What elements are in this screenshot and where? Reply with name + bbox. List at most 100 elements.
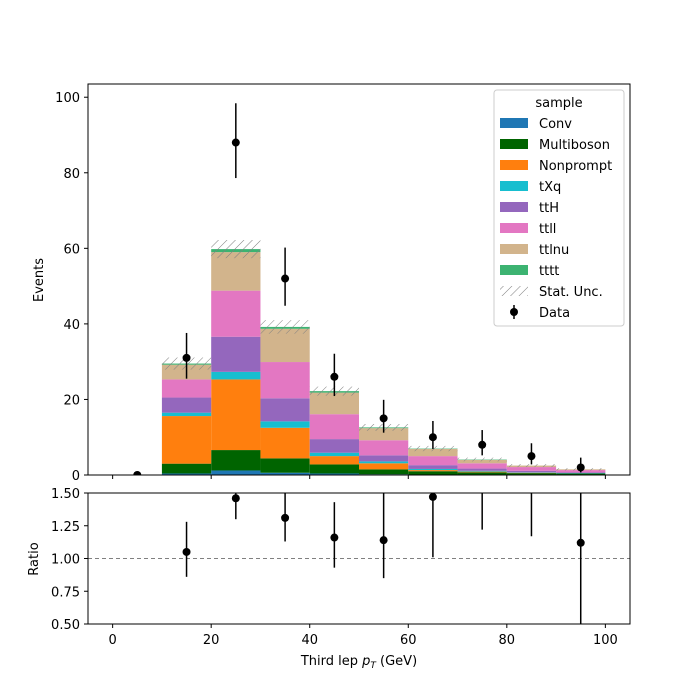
y-tick-label: 0	[72, 469, 80, 484]
bar-tth-bin-4	[309, 439, 359, 453]
bar-multiboson-bin-9	[556, 473, 606, 475]
bar-multiboson-bin-6	[408, 471, 458, 475]
y-tick-label: 40	[63, 318, 80, 333]
bar-tth-bin-3	[260, 398, 310, 422]
data-point-4	[330, 372, 339, 381]
y-tick-label: 100	[55, 91, 80, 106]
legend-label-tttt: tttt	[539, 264, 559, 279]
data-point-5	[379, 414, 388, 423]
bar-ttll-bin-5	[359, 440, 409, 456]
ratio-y-tick-label: 0.75	[51, 585, 80, 600]
bar-nonprompt-bin-1	[161, 416, 212, 464]
bar-txq-bin-5	[359, 461, 409, 464]
bar-nonprompt-bin-2	[211, 379, 261, 451]
x-tick-label: 0	[108, 633, 116, 648]
bar-nonprompt-bin-5	[359, 463, 409, 470]
data-point-2	[231, 138, 240, 147]
data-point-9	[576, 463, 585, 472]
bar-nonprompt-bin-3	[260, 427, 310, 459]
legend-swatch-stat-unc	[500, 286, 528, 296]
data-point-7	[478, 440, 487, 449]
ratio-point-5	[428, 493, 437, 501]
bar-ttlnu-bin-3	[260, 328, 310, 363]
data-point-6	[428, 433, 437, 442]
bar-txq-bin-1	[161, 412, 212, 417]
stacked-histogram	[161, 249, 606, 475]
bar-tth-bin-6	[408, 465, 458, 469]
bar-ttll-bin-4	[309, 414, 359, 440]
ratio-point-1	[231, 494, 240, 503]
bar-ttll-bin-2	[211, 290, 261, 337]
x-tick-label: 100	[593, 633, 618, 648]
legend-swatch-tttt	[500, 265, 528, 275]
ratio-panel: 0.500.751.001.251.50 0 20 40 60 80 100 Ratio …	[27, 424, 631, 671]
ratio-plot-frame	[87, 492, 631, 625]
bar-nonprompt-bin-4	[309, 456, 359, 465]
ratio-y-ticks: 0.50 0.75 1.00 1.25 1.50	[51, 487, 88, 633]
bar-tth-bin-9	[556, 472, 606, 474]
bar-ttlnu-bin-7	[457, 459, 507, 464]
legend-label-txq: tXq	[539, 180, 561, 195]
x-tick-label: 60	[400, 633, 417, 648]
legend-swatch-tth	[500, 202, 528, 212]
legend-label-ttll: ttll	[539, 222, 556, 237]
ratio-point-3	[330, 533, 339, 542]
bar-txq-bin-2	[211, 371, 261, 380]
legend: sample Conv Multiboson Nonprompt tXq ttH ttll…	[493, 89, 625, 327]
ratio-y-tick-label: 1.50	[51, 487, 80, 502]
bar-txq-bin-6	[408, 468, 458, 471]
data-point-3	[281, 274, 290, 283]
bar-multiboson-bin-2	[211, 450, 261, 471]
bar-ttll-bin-3	[260, 362, 310, 399]
legend-swatch-data	[510, 308, 518, 316]
data-point-0	[133, 471, 142, 475]
ratio-point-2	[281, 513, 290, 522]
legend-label-conv: Conv	[539, 117, 572, 132]
legend-swatch-conv	[500, 118, 528, 128]
legend-title: sample	[535, 96, 582, 111]
bar-multiboson-bin-7	[457, 472, 507, 475]
bar-tth-bin-7	[457, 468, 507, 471]
bar-ttlnu-bin-4	[309, 392, 359, 415]
bar-conv-bin-3	[260, 472, 310, 475]
data-points	[133, 103, 585, 475]
bar-multiboson-bin-4	[309, 464, 359, 474]
stat-unc-bin-8	[506, 464, 557, 468]
bar-ttlnu-bin-5	[359, 428, 409, 441]
ratio-y-tick-label: 1.00	[51, 553, 80, 568]
ratio-y-tick-label: 0.50	[51, 618, 80, 633]
main-x-ticks	[112, 475, 606, 479]
stat-unc-bin-7	[457, 457, 507, 462]
ratio-point-0	[182, 547, 191, 556]
ratio-y-axis-label: Ratio	[27, 542, 42, 575]
legend-swatch-nonprompt	[500, 160, 528, 170]
y-tick-label: 60	[63, 242, 80, 257]
bar-multiboson-bin-8	[506, 473, 557, 475]
ratio-point-4	[379, 536, 388, 545]
legend-items: Conv Multiboson Nonprompt tXq ttH ttll ttlnu tt…	[500, 117, 612, 321]
bar-multiboson-bin-5	[359, 469, 409, 475]
y-tick-label: 20	[63, 393, 80, 408]
x-axis-label: Third lep pT (GeV)	[300, 654, 417, 671]
bar-txq-bin-4	[309, 452, 359, 457]
legend-swatch-multiboson	[500, 139, 528, 149]
ratio-point-7	[527, 424, 535, 432]
legend-label-multiboson: Multiboson	[539, 138, 610, 153]
legend-label-data: Data	[539, 306, 570, 321]
legend-label-ttlnu: ttlnu	[539, 243, 569, 258]
legend-label-tth: ttH	[539, 201, 559, 216]
x-tick-label: 80	[499, 633, 516, 648]
bar-conv-bin-2	[211, 470, 261, 475]
ratio-y-tick-label: 1.25	[51, 520, 80, 535]
legend-label-nonprompt: Nonprompt	[539, 159, 612, 174]
bar-ttlnu-bin-2	[211, 252, 261, 291]
y-tick-label: 80	[63, 167, 80, 182]
legend-swatch-txq	[500, 181, 528, 191]
legend-label-stat-unc-: Stat. Unc.	[539, 285, 603, 300]
ratio-points	[182, 424, 585, 624]
data-point-8	[527, 452, 536, 461]
ratio-point-8	[576, 538, 585, 547]
legend-swatch-ttll	[500, 223, 528, 233]
bar-tth-bin-1	[161, 397, 212, 413]
